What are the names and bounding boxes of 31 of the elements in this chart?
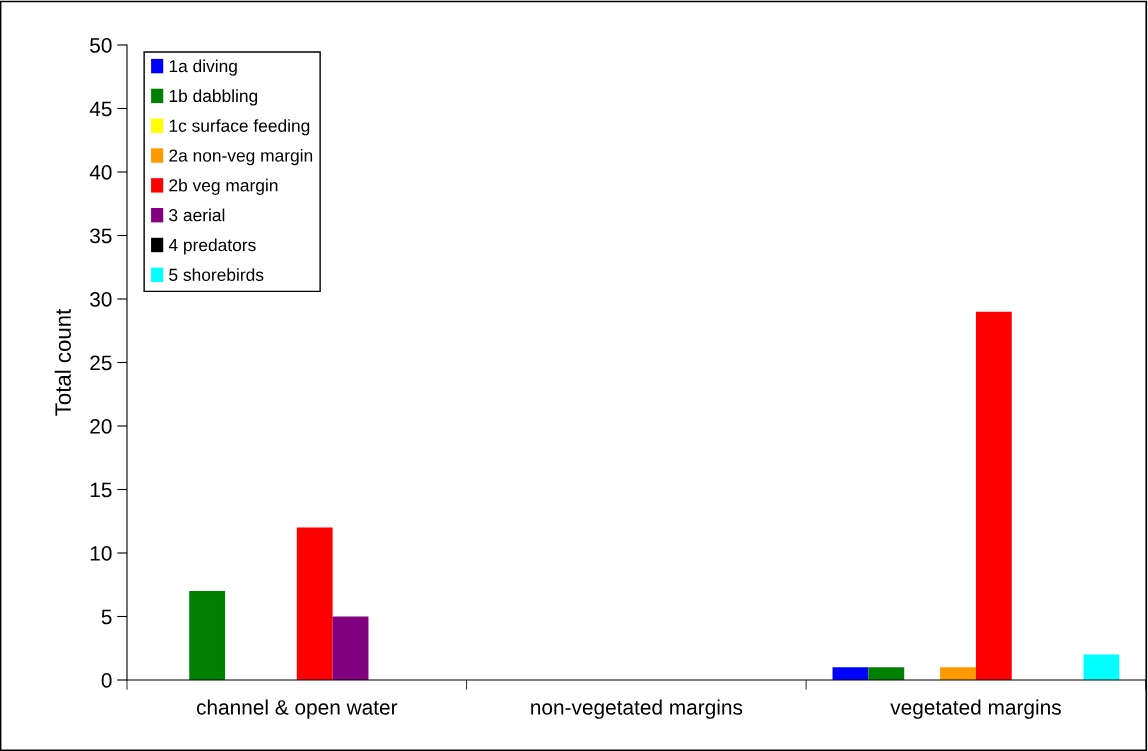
bar: [975, 311, 1012, 680]
y-tick-label: 35: [90, 228, 112, 244]
legend-label: 3 aerial: [169, 208, 225, 222]
legend-label: 5 shorebirds: [169, 268, 264, 281]
y-tick-label: 25: [90, 355, 112, 371]
y-tick-label: 45: [89, 101, 112, 117]
bar: [940, 667, 976, 680]
y-tick-label: 20: [90, 419, 112, 434]
legend-label: 4 predators: [168, 238, 256, 255]
legend-label: 2a non-veg margin: [169, 148, 313, 166]
legend-label: 1a diving: [169, 59, 237, 76]
x-tick-label: vegetated margins: [890, 699, 1061, 719]
bar: [189, 591, 226, 680]
y-tick-label: 10: [90, 546, 112, 561]
bar: [332, 616, 369, 680]
y-tick-label: 0: [101, 673, 112, 688]
bar: [296, 527, 333, 680]
y-tick-label: 30: [90, 292, 112, 307]
legend-label: 2b veg margin: [169, 178, 278, 195]
bar: [1083, 654, 1120, 680]
y-tick-label: 5: [101, 609, 112, 625]
y-tick-label: 40: [89, 165, 112, 180]
legend-label: 1b dabbling: [169, 89, 258, 106]
x-tick-label: channel & open water: [196, 699, 398, 719]
legend-label: 1c surface feeding: [169, 119, 310, 136]
bar: [868, 667, 905, 680]
y-axis-title: Total count: [54, 308, 71, 416]
bar: [832, 667, 869, 680]
y-tick-label: 15: [90, 482, 112, 498]
y-tick-label: 50: [90, 38, 112, 53]
x-tick-label: non-vegetated margins: [531, 699, 743, 719]
